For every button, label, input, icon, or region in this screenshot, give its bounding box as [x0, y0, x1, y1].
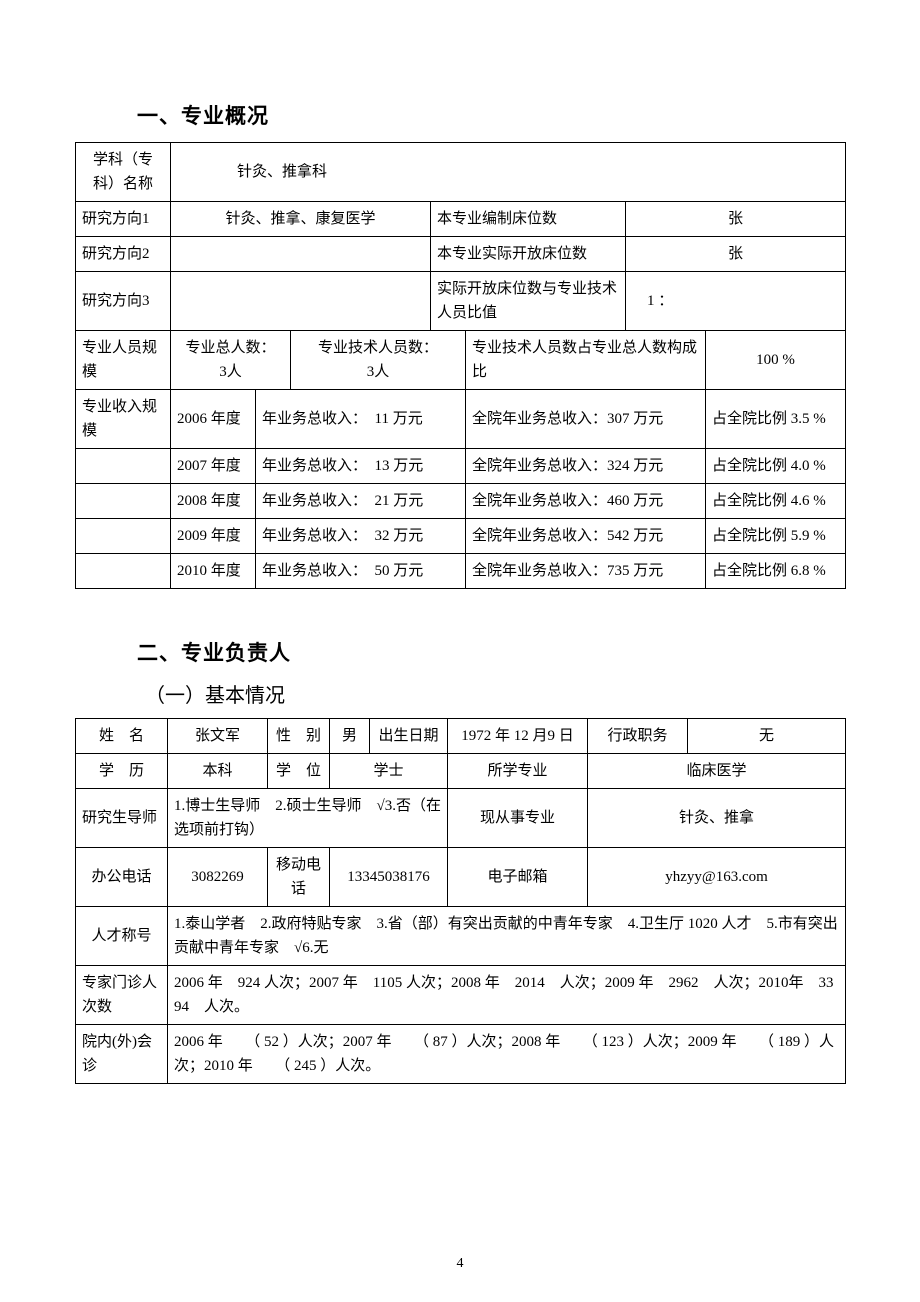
income-dept: 年业务总收入： 32 万元	[256, 519, 466, 554]
value-consults: 2006 年 （ 52 ）人次；2007 年 （ 87 ）人次；2008 年 （…	[168, 1025, 846, 1084]
person-table: 姓 名 张文军 性 别 男 出生日期 1972 年 12 月9 日 行政职务 无…	[75, 718, 846, 1084]
label-beds-auth: 本专业编制床位数	[431, 202, 626, 237]
value-subject-name: 针灸、推拿科	[171, 143, 846, 202]
value-direction3	[171, 272, 431, 331]
value-tech-ratio: 100 %	[706, 331, 846, 390]
label-gender: 性 别	[268, 719, 330, 754]
section2-title: 二、专业负责人	[137, 637, 845, 667]
income-hospital: 全院年业务总收入：324 万元	[466, 449, 706, 484]
income-year: 2010 年度	[171, 554, 256, 589]
label-expert-visits: 专家门诊人次数	[76, 966, 168, 1025]
section2-subtitle: （一）基本情况	[145, 679, 845, 708]
value-name: 张文军	[168, 719, 268, 754]
label-income-empty	[76, 554, 171, 589]
label-staff-scale: 专业人员规模	[76, 331, 171, 390]
value-beds-auth: 张	[626, 202, 846, 237]
label-beds-ratio: 实际开放床位数与专业技术人员比值	[431, 272, 626, 331]
value-mobile: 13345038176	[330, 848, 448, 907]
label-grad-advisor: 研究生导师	[76, 789, 168, 848]
income-share: 占全院比例 5.9 %	[706, 519, 846, 554]
value-major: 临床医学	[588, 754, 846, 789]
label-consults: 院内(外)会诊	[76, 1025, 168, 1084]
value-beds-ratio: 1 ：	[626, 272, 846, 331]
income-hospital: 全院年业务总收入：307 万元	[466, 390, 706, 449]
value-beds-open: 张	[626, 237, 846, 272]
value-direction1: 针灸、推拿、康复医学	[171, 202, 431, 237]
overview-table: 学科（专科）名称 针灸、推拿科 研究方向1 针灸、推拿、康复医学 本专业编制床位…	[75, 142, 846, 589]
label-current-field: 现从事专业	[448, 789, 588, 848]
label-income-empty	[76, 519, 171, 554]
income-share: 占全院比例 4.0 %	[706, 449, 846, 484]
page-number: 4	[0, 1256, 920, 1272]
value-office-phone: 3082269	[168, 848, 268, 907]
label-income-scale: 专业收入规模	[76, 390, 171, 449]
income-year: 2008 年度	[171, 484, 256, 519]
label-beds-open: 本专业实际开放床位数	[431, 237, 626, 272]
value-dob: 1972 年 12 月9 日	[448, 719, 588, 754]
label-admin-post: 行政职务	[588, 719, 688, 754]
section1-title: 一、专业概况	[137, 100, 845, 130]
value-expert-visits: 2006 年 924 人次；2007 年 1105 人次；2008 年 2014…	[168, 966, 846, 1025]
label-subject-name: 学科（专科）名称	[76, 143, 171, 202]
income-share: 占全院比例 6.8 %	[706, 554, 846, 589]
value-email: yhzyy@163.com	[588, 848, 846, 907]
label-direction1: 研究方向1	[76, 202, 171, 237]
label-income-empty	[76, 484, 171, 519]
value-admin-post: 无	[688, 719, 846, 754]
income-dept: 年业务总收入： 21 万元	[256, 484, 466, 519]
income-hospital: 全院年业务总收入：460 万元	[466, 484, 706, 519]
label-mobile: 移动电话	[268, 848, 330, 907]
label-major: 所学专业	[448, 754, 588, 789]
value-degree: 学士	[330, 754, 448, 789]
label-degree: 学 位	[268, 754, 330, 789]
label-office-phone: 办公电话	[76, 848, 168, 907]
label-dob: 出生日期	[370, 719, 448, 754]
label-direction3: 研究方向3	[76, 272, 171, 331]
income-dept: 年业务总收入： 13 万元	[256, 449, 466, 484]
income-hospital: 全院年业务总收入：735 万元	[466, 554, 706, 589]
label-email: 电子邮箱	[448, 848, 588, 907]
label-name: 姓 名	[76, 719, 168, 754]
value-total-staff: 专业总人数：3人	[171, 331, 291, 390]
income-dept: 年业务总收入： 50 万元	[256, 554, 466, 589]
income-year: 2007 年度	[171, 449, 256, 484]
value-gender: 男	[330, 719, 370, 754]
value-tech-staff: 专业技术人员数：3人	[291, 331, 466, 390]
income-dept: 年业务总收入： 11 万元	[256, 390, 466, 449]
income-share: 占全院比例 4.6 %	[706, 484, 846, 519]
value-current-field: 针灸、推拿	[588, 789, 846, 848]
income-hospital: 全院年业务总收入：542 万元	[466, 519, 706, 554]
value-talent-title: 1.泰山学者 2.政府特贴专家 3.省（部）有突出贡献的中青年专家 4.卫生厅 …	[168, 907, 846, 966]
label-education: 学 历	[76, 754, 168, 789]
value-education: 本科	[168, 754, 268, 789]
label-talent-title: 人才称号	[76, 907, 168, 966]
label-tech-ratio: 专业技术人员数占专业总人数构成比	[466, 331, 706, 390]
label-direction2: 研究方向2	[76, 237, 171, 272]
income-year: 2009 年度	[171, 519, 256, 554]
label-income-empty	[76, 449, 171, 484]
income-year: 2006 年度	[171, 390, 256, 449]
value-grad-advisor: 1.博士生导师 2.硕士生导师 √3.否（在选项前打钩）	[168, 789, 448, 848]
value-direction2	[171, 237, 431, 272]
income-share: 占全院比例 3.5 %	[706, 390, 846, 449]
